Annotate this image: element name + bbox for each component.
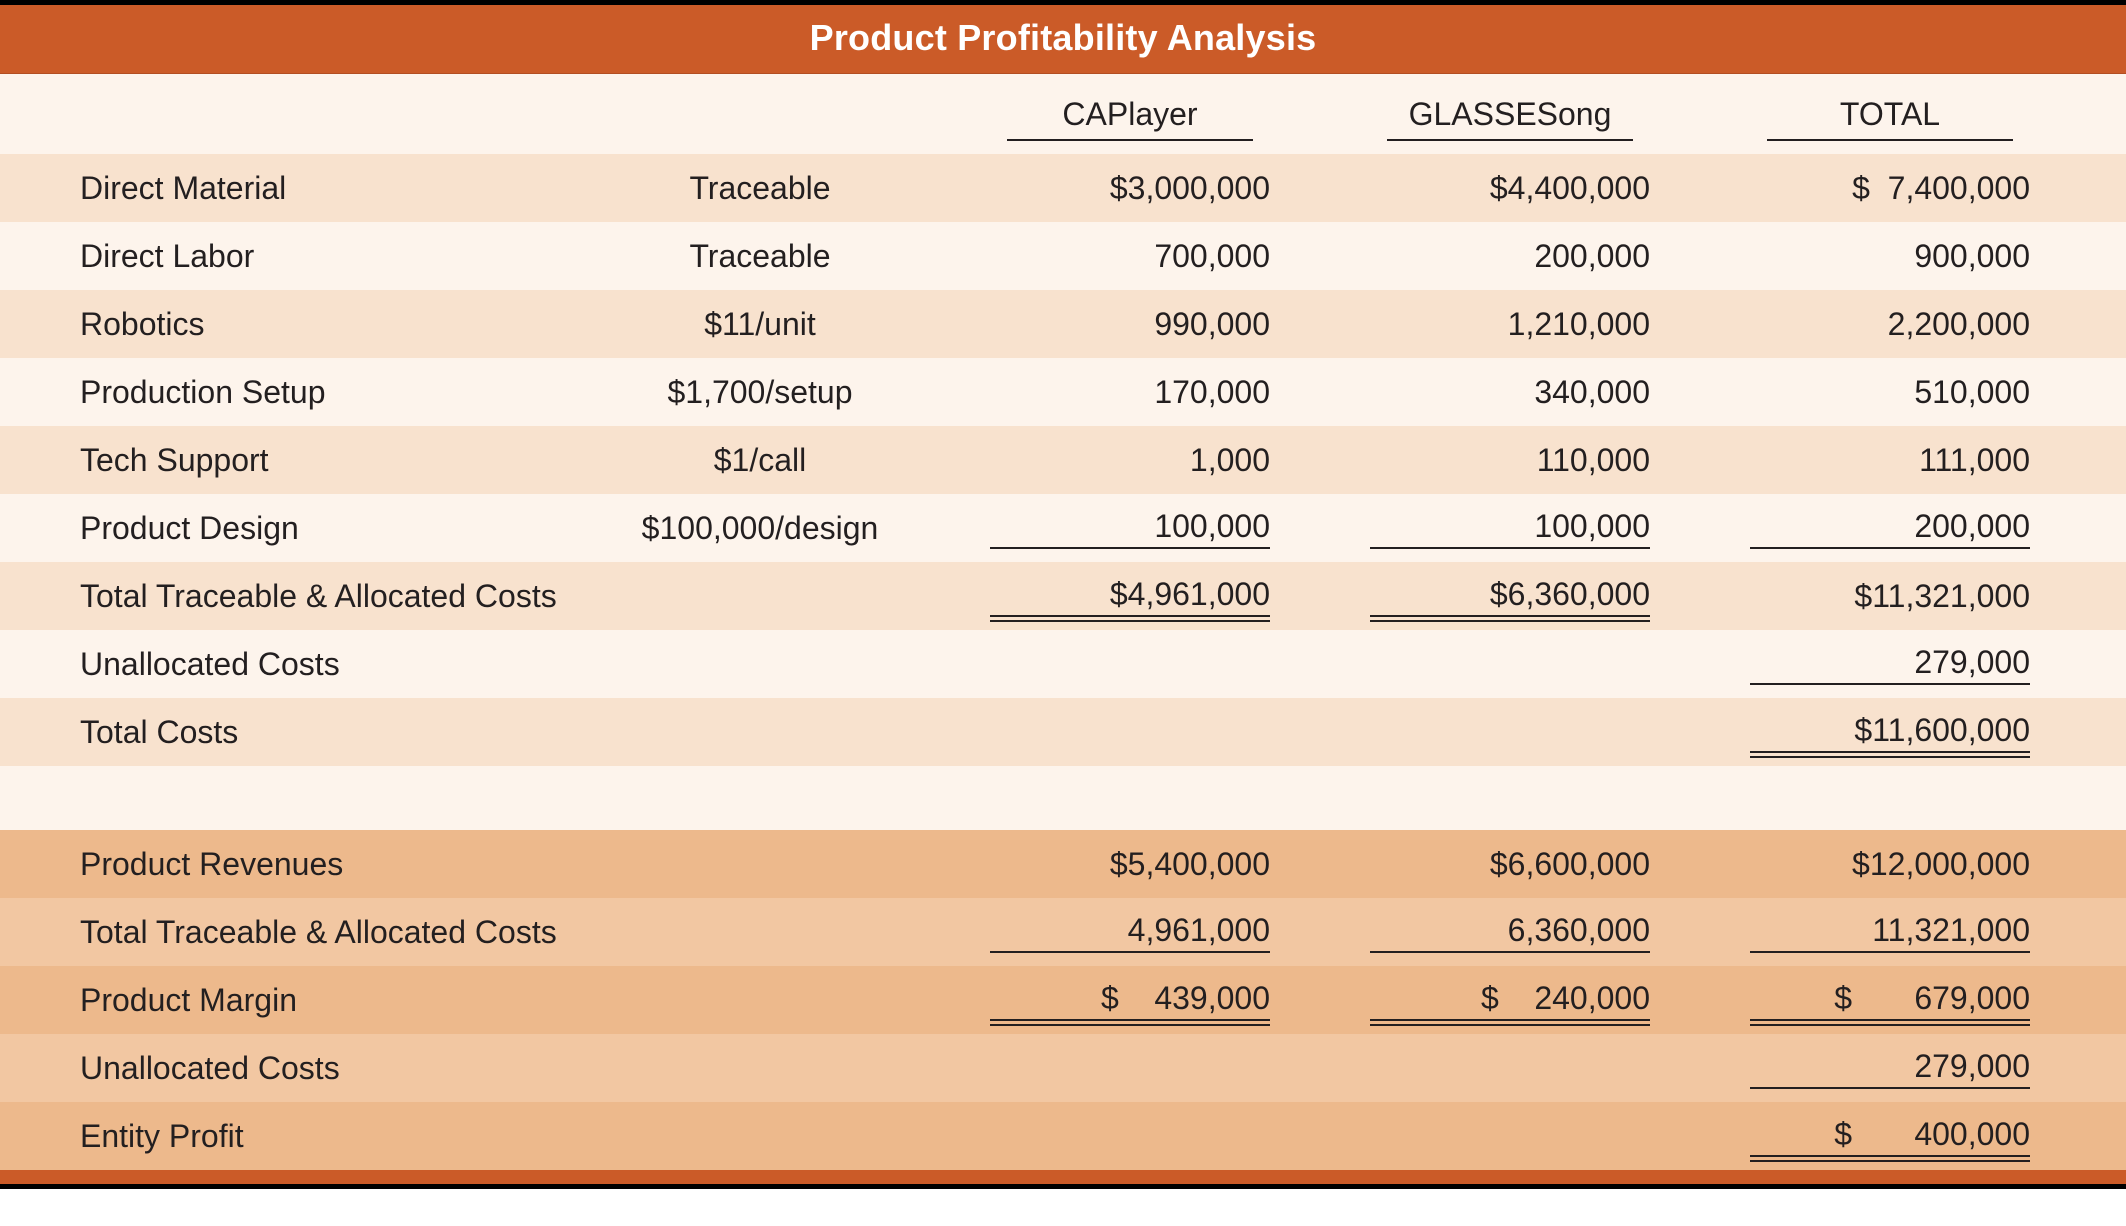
- cell-caplayer: 170,000: [990, 374, 1270, 411]
- cell-basis: Traceable: [689, 238, 830, 275]
- table-body: CAPlayer GLASSESong TOTAL Direct Materia…: [0, 74, 2126, 1170]
- cell-total: $12,000,000: [1750, 846, 2030, 883]
- cell-glassesong: 110,000: [1370, 442, 1650, 479]
- cell-total: 279,000: [1750, 644, 2030, 685]
- table-title: Product Profitability Analysis: [0, 5, 2126, 74]
- cell-total: 200,000: [1750, 508, 2030, 549]
- table-row: Unallocated Costs 279,000: [0, 1034, 2126, 1102]
- row-label: Direct Material: [80, 170, 286, 207]
- profitability-table: Product Profitability Analysis CAPlayer …: [0, 0, 2126, 1189]
- cell-glassesong: 200,000: [1370, 238, 1650, 275]
- cell-caplayer: 100,000: [990, 508, 1270, 549]
- footer-strip: [0, 1170, 2126, 1184]
- cell-caplayer: $ 439,000: [990, 980, 1270, 1021]
- cell-glassesong: 1,210,000: [1370, 306, 1650, 343]
- cell-total: $11,321,000: [1750, 578, 2030, 615]
- cell-caplayer: 990,000: [990, 306, 1270, 343]
- cell-total: 2,200,000: [1750, 306, 2030, 343]
- cell-glassesong: $6,360,000: [1370, 576, 1650, 617]
- table-row: Product Margin $ 439,000 $ 240,000 $ 679,00…: [0, 966, 2126, 1034]
- table-row: Product Design $100,000/design 100,000 100,…: [0, 494, 2126, 562]
- table-row: Entity Profit $ 400,000: [0, 1102, 2126, 1170]
- row-label: Production Setup: [80, 374, 326, 411]
- row-label: Unallocated Costs: [80, 646, 340, 683]
- cell-caplayer: $3,000,000: [990, 170, 1270, 207]
- row-label: Total Traceable & Allocated Costs: [80, 914, 557, 951]
- cell-glassesong: $6,600,000: [1370, 846, 1650, 883]
- table-row: Tech Support $1/call 1,000 110,000 111,000: [0, 426, 2126, 494]
- cell-basis: $11/unit: [704, 306, 816, 343]
- row-total-costs: Total Costs $11,600,000: [0, 698, 2126, 766]
- table-row: Robotics $11/unit 990,000 1,210,000 2,200,00…: [0, 290, 2126, 358]
- table-row: Product Revenues $5,400,000 $6,600,000 $12,…: [0, 830, 2126, 898]
- row-label: Entity Profit: [80, 1118, 244, 1155]
- cell-basis: Traceable: [689, 170, 830, 207]
- cell-total: 510,000: [1750, 374, 2030, 411]
- column-header-row: CAPlayer GLASSESong TOTAL: [0, 74, 2126, 154]
- col-header-total: TOTAL: [1767, 96, 2013, 141]
- row-unallocated-costs: Unallocated Costs 279,000: [0, 630, 2126, 698]
- cell-total: $ 679,000: [1750, 980, 2030, 1021]
- cell-total: 279,000: [1750, 1048, 2030, 1089]
- col-header-caplayer: CAPlayer: [1007, 96, 1253, 141]
- cell-caplayer: 700,000: [990, 238, 1270, 275]
- cell-basis: $1,700/setup: [667, 374, 852, 411]
- cell-caplayer: 4,961,000: [990, 912, 1270, 953]
- cell-total: $ 7,400,000: [1750, 170, 2030, 207]
- table-row: Direct Labor Traceable 700,000 200,000 900,0…: [0, 222, 2126, 290]
- table-row: Total Traceable & Allocated Costs 4,961,0…: [0, 898, 2126, 966]
- cell-caplayer: 1,000: [990, 442, 1270, 479]
- row-label: Product Margin: [80, 982, 297, 1019]
- row-total-traceable-allocated: Total Traceable & Allocated Costs $4,961…: [0, 562, 2126, 630]
- cell-glassesong: $4,400,000: [1370, 170, 1650, 207]
- section-spacer: [0, 766, 2126, 830]
- cell-glassesong: 6,360,000: [1370, 912, 1650, 953]
- cell-total: $11,600,000: [1750, 712, 2030, 753]
- row-label: Product Revenues: [80, 846, 343, 883]
- cell-glassesong: $ 240,000: [1370, 980, 1650, 1021]
- row-label: Total Costs: [80, 714, 238, 751]
- cell-total: 111,000: [1750, 442, 2030, 479]
- cell-glassesong: 340,000: [1370, 374, 1650, 411]
- cell-total: $ 400,000: [1750, 1116, 2030, 1157]
- col-header-glassesong: GLASSESong: [1387, 96, 1633, 141]
- cell-caplayer: $5,400,000: [990, 846, 1270, 883]
- row-label: Unallocated Costs: [80, 1050, 340, 1087]
- row-label: Total Traceable & Allocated Costs: [80, 578, 557, 615]
- cell-total: 900,000: [1750, 238, 2030, 275]
- row-label: Tech Support: [80, 442, 269, 479]
- row-label: Product Design: [80, 510, 299, 547]
- cell-caplayer: $4,961,000: [990, 576, 1270, 617]
- row-label: Direct Labor: [80, 238, 254, 275]
- cell-glassesong: 100,000: [1370, 508, 1650, 549]
- cell-basis: $100,000/design: [642, 510, 879, 547]
- table-row: Production Setup $1,700/setup 170,000 340,0…: [0, 358, 2126, 426]
- cell-total: 11,321,000: [1750, 912, 2030, 953]
- row-label: Robotics: [80, 306, 205, 343]
- cell-basis: $1/call: [714, 442, 807, 479]
- table-row: Direct Material Traceable $3,000,000 $4,400…: [0, 154, 2126, 222]
